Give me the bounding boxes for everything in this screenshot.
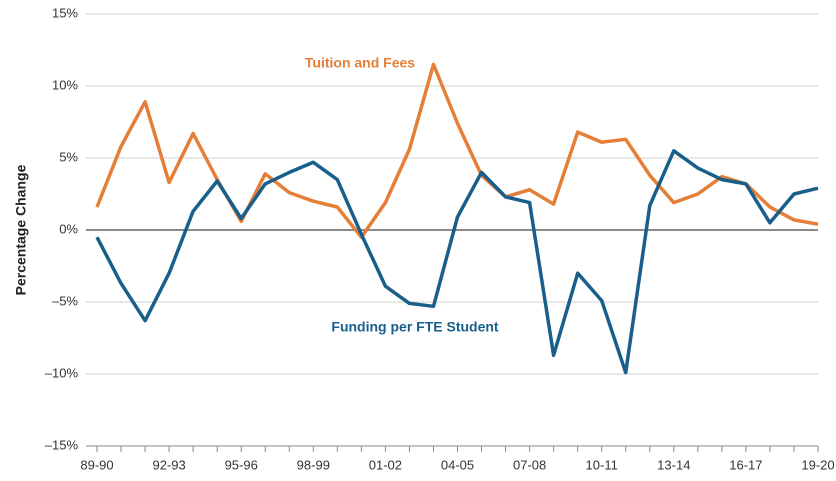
y-axis-label: Percentage Change [13, 164, 29, 295]
y-tick-label: 10% [52, 77, 78, 92]
y-tick-label: 15% [52, 5, 78, 20]
y-tick-label: 0% [59, 221, 78, 236]
y-tick-label: –15% [45, 437, 79, 452]
y-tick-label: –5% [52, 293, 78, 308]
x-tick-label: 10-11 [586, 457, 618, 472]
x-tick-label: 95-96 [225, 457, 258, 472]
series-annotation: Tuition and Fees [305, 55, 415, 71]
y-tick-label: –10% [45, 365, 79, 380]
x-tick-label: 16-17 [729, 457, 762, 472]
x-tick-label: 13-14 [657, 457, 690, 472]
x-tick-label: 92-93 [152, 457, 185, 472]
x-tick-label: 19-20 [801, 457, 834, 472]
series-annotation: Funding per FTE Student [331, 319, 499, 335]
x-tick-label: 04-05 [441, 457, 474, 472]
series-line [95, 62, 819, 239]
x-tick-label: 01-02 [369, 457, 402, 472]
x-tick-label: 07-08 [513, 457, 546, 472]
y-tick-label: 5% [59, 149, 78, 164]
x-tick-label: 98-99 [297, 457, 330, 472]
x-tick-label: 89-90 [80, 457, 113, 472]
series-line [95, 149, 819, 375]
